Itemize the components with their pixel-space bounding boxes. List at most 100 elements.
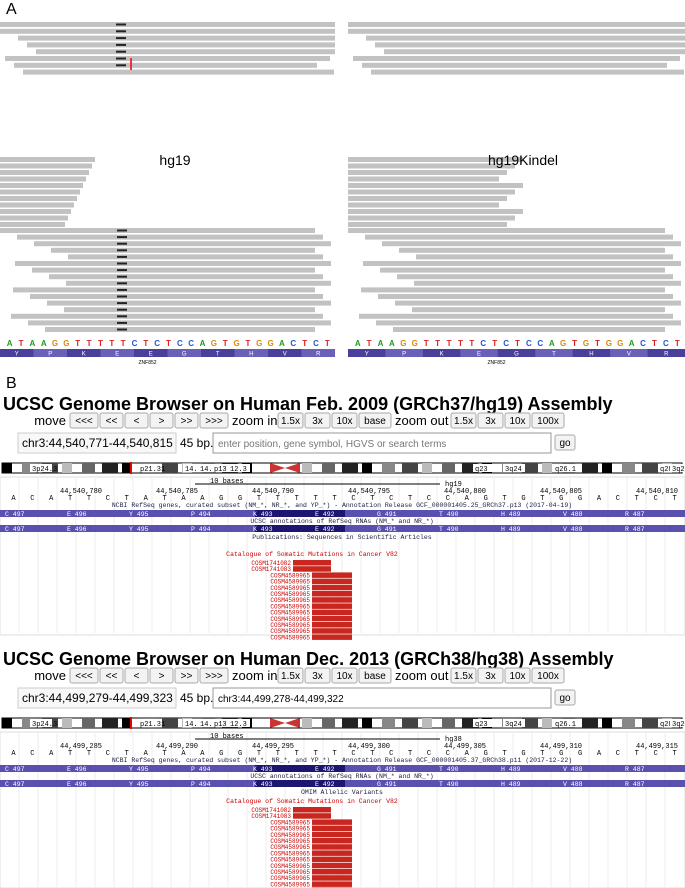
coordinate: 44,499,285 bbox=[60, 743, 102, 751]
nucleotide: G bbox=[233, 339, 239, 348]
aa-block bbox=[535, 349, 573, 357]
read bbox=[366, 35, 685, 41]
button[interactable] bbox=[124, 667, 149, 684]
button[interactable] bbox=[504, 667, 531, 684]
cosmic-bar bbox=[312, 578, 352, 585]
read bbox=[371, 69, 684, 75]
search-input[interactable] bbox=[212, 687, 552, 709]
zoom-out-label: zoom out bbox=[395, 668, 449, 683]
button[interactable] bbox=[331, 412, 358, 429]
button-label[interactable]: 3x bbox=[312, 671, 323, 682]
button-label[interactable]: go bbox=[559, 438, 571, 449]
button[interactable] bbox=[554, 434, 576, 451]
amino-acid: H bbox=[249, 352, 253, 358]
button-label[interactable]: < bbox=[134, 416, 140, 427]
search-input[interactable] bbox=[212, 432, 552, 454]
button-label[interactable]: > bbox=[159, 671, 165, 682]
button-label[interactable]: << bbox=[106, 416, 118, 427]
button-label[interactable]: 1.5x bbox=[281, 416, 300, 427]
button[interactable] bbox=[174, 412, 199, 429]
button[interactable] bbox=[477, 667, 504, 684]
cosmic-bar bbox=[312, 622, 352, 628]
button-label[interactable]: base bbox=[364, 416, 386, 427]
button-label[interactable]: 3x bbox=[485, 416, 496, 427]
button[interactable] bbox=[358, 412, 392, 429]
nucleotide: T bbox=[675, 339, 680, 348]
button-label[interactable]: base bbox=[364, 671, 386, 682]
coordinate: 44,499,310 bbox=[540, 743, 582, 751]
base: C bbox=[389, 750, 393, 758]
indel-mark bbox=[117, 315, 127, 318]
base: A bbox=[200, 495, 205, 503]
button[interactable] bbox=[149, 412, 174, 429]
button[interactable] bbox=[199, 667, 229, 684]
button[interactable] bbox=[69, 667, 99, 684]
cosmic-id: COSM4589965 bbox=[270, 881, 310, 888]
button-label[interactable]: 3x bbox=[485, 671, 496, 682]
button-label[interactable]: << bbox=[106, 671, 118, 682]
button[interactable] bbox=[531, 667, 565, 684]
button[interactable] bbox=[199, 412, 229, 429]
indel-mark bbox=[117, 321, 127, 324]
indel-mark bbox=[116, 43, 126, 46]
nucleotide: G bbox=[52, 339, 58, 348]
button[interactable] bbox=[531, 412, 565, 429]
button-label[interactable]: 1.5x bbox=[281, 671, 300, 682]
button-label[interactable]: < bbox=[134, 671, 140, 682]
button[interactable] bbox=[554, 689, 576, 706]
button-label[interactable]: go bbox=[559, 693, 571, 704]
cosmic-bar bbox=[312, 615, 352, 622]
button-label[interactable]: <<< bbox=[75, 416, 93, 427]
button[interactable] bbox=[174, 667, 199, 684]
amino-acid: T bbox=[552, 352, 556, 358]
search-text[interactable]: enter position, gene symbol, HGVS or sea… bbox=[218, 439, 446, 450]
base: A bbox=[11, 495, 16, 503]
button-label[interactable]: <<< bbox=[75, 671, 93, 682]
button-label[interactable]: 3x bbox=[312, 416, 323, 427]
nucleotide: T bbox=[435, 339, 440, 348]
button[interactable] bbox=[124, 412, 149, 429]
button-label[interactable]: 10x bbox=[509, 671, 525, 682]
button[interactable] bbox=[69, 412, 99, 429]
button[interactable] bbox=[504, 412, 531, 429]
button[interactable] bbox=[99, 412, 124, 429]
indel-mark bbox=[117, 328, 127, 331]
cosmic-id: COSM4589965 bbox=[270, 585, 310, 592]
amino-acid: R 487 bbox=[625, 766, 645, 773]
button[interactable] bbox=[477, 412, 504, 429]
button[interactable] bbox=[450, 412, 477, 429]
nucleotide: T bbox=[302, 339, 307, 348]
button[interactable] bbox=[99, 667, 124, 684]
button[interactable] bbox=[149, 667, 174, 684]
base: G bbox=[559, 495, 563, 503]
button[interactable] bbox=[331, 667, 358, 684]
button-label[interactable]: 10x bbox=[509, 416, 525, 427]
button-label[interactable]: >>> bbox=[205, 671, 223, 682]
button[interactable] bbox=[304, 667, 331, 684]
button[interactable] bbox=[304, 412, 331, 429]
aa-block bbox=[167, 349, 201, 357]
button-label[interactable]: 100x bbox=[537, 671, 559, 682]
button[interactable] bbox=[277, 412, 304, 429]
button-label[interactable]: 1.5x bbox=[454, 416, 473, 427]
button-label[interactable]: 10x bbox=[336, 416, 352, 427]
read bbox=[363, 261, 681, 266]
button-label[interactable]: 100x bbox=[537, 416, 559, 427]
button-label[interactable]: >> bbox=[181, 671, 193, 682]
base: A bbox=[465, 750, 470, 758]
cosmic-bar bbox=[312, 628, 352, 634]
search-text[interactable]: chr3:44,499,278-44,499,322 bbox=[218, 694, 344, 705]
button-label[interactable]: > bbox=[159, 416, 165, 427]
button[interactable] bbox=[358, 667, 392, 684]
button-label[interactable]: 1.5x bbox=[454, 671, 473, 682]
button-label[interactable]: 10x bbox=[336, 671, 352, 682]
button-label[interactable]: >> bbox=[181, 416, 193, 427]
button-label[interactable]: >>> bbox=[205, 416, 223, 427]
band bbox=[522, 463, 538, 473]
amino-acid: E 496 bbox=[67, 781, 87, 788]
button[interactable] bbox=[450, 667, 477, 684]
button[interactable] bbox=[277, 667, 304, 684]
coordinate: 44,540,780 bbox=[60, 488, 102, 496]
nucleotide: C bbox=[503, 339, 509, 348]
